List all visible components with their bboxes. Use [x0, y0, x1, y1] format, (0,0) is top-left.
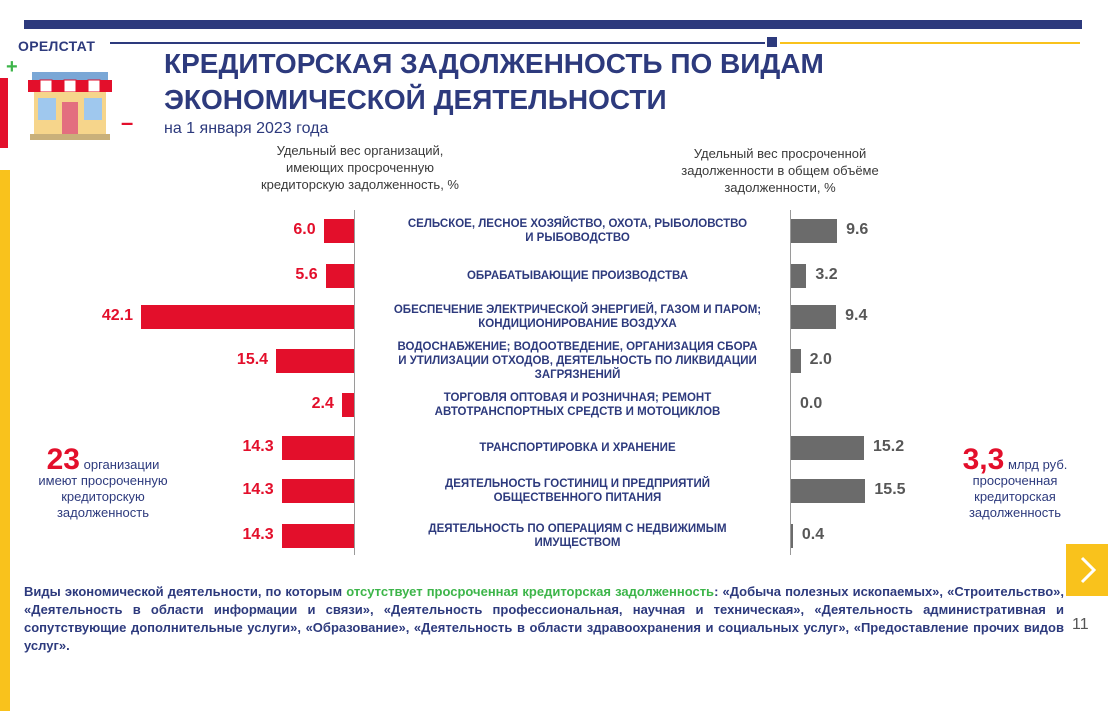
category-label: ОБРАБАТЫВАЮЩИЕ ПРОИЗВОДСТВА: [380, 269, 775, 283]
right-note-text: кредиторская: [974, 489, 1056, 504]
category-label: ОБЕСПЕЧЕНИЕ ЭЛЕКТРИЧЕСКОЙ ЭНЕРГИЕЙ, ГАЗО…: [380, 303, 775, 331]
left-value-label: 2.4: [311, 395, 334, 412]
category-label: ДЕЯТЕЛЬНОСТЬ ГОСТИНИЦ И ПРЕДПРИЯТИЙ ОБЩЕС…: [380, 477, 775, 505]
minus-icon: –: [121, 110, 134, 135]
overdue-amount: 3,3: [962, 443, 1005, 476]
category-label-line: ИМУЩЕСТВОМ: [534, 537, 621, 549]
left-bar: [281, 524, 354, 548]
right-bar: [791, 436, 864, 460]
category-label-line: ДЕЯТЕЛЬНОСТЬ ГОСТИНИЦ И ПРЕДПРИЯТИЙ: [445, 478, 710, 490]
brand-logo-text: ОРЕЛСТАТ: [18, 38, 96, 54]
right-value-label: 15.5: [874, 481, 906, 498]
left-bar: [341, 393, 354, 417]
category-label-line: ОБЕСПЕЧЕНИЕ ЭЛЕКТРИЧЕСКОЙ ЭНЕРГИЕЙ, ГАЗО…: [393, 304, 762, 316]
category-label-line: СЕЛЬСКОЕ, ЛЕСНОЕ ХОЗЯЙСТВО, ОХОТА, РЫБОЛ…: [407, 218, 748, 230]
left-bar: [276, 349, 354, 373]
category-label-line: ДЕЯТЕЛЬНОСТЬ ПО ОПЕРАЦИЯМ С НЕДВИЖИМЫМ: [428, 523, 727, 535]
right-value-label: 9.4: [845, 307, 868, 324]
left-header-line: Удельный вес организаций,: [276, 143, 444, 158]
category-label-line: АВТОТРАНСПОРТНЫХ СРЕДСТВ И МОТОЦИКЛОВ: [434, 406, 721, 418]
page-subtitle: на 1 января 2023 года: [164, 120, 329, 137]
right-value-label: 2.0: [809, 351, 832, 368]
right-note-unit: млрд руб.: [1007, 457, 1068, 472]
footer-text: : «Добыча полезных ископаемых», «Строите…: [24, 584, 1065, 653]
footer-text: Виды экономической деятельности, по кото…: [24, 584, 347, 599]
left-value-label: 42.1: [101, 307, 133, 324]
category-label-line: КОНДИЦИОНИРОВАНИЕ ВОЗДУХА: [478, 318, 677, 330]
page-number: 11: [1072, 616, 1089, 633]
page-title: КРЕДИТОРСКАЯ ЗАДОЛЖЕННОСТЬ ПО ВИДАМ ЭКОН…: [164, 46, 824, 118]
right-bar: [791, 524, 793, 548]
left-column-header: Удельный вес организаций, имеющих просро…: [240, 142, 480, 193]
left-value-label: 6.0: [293, 221, 316, 238]
left-header-line: кредиторскую задолженность, %: [260, 177, 459, 192]
category-label-line: И УТИЛИЗАЦИИ ОТХОДОВ, ДЕЯТЕЛЬНОСТЬ ПО ЛИ…: [398, 355, 757, 367]
left-note-text: кредиторскую: [61, 489, 145, 504]
left-note-text: организации: [83, 457, 160, 472]
left-value-label: 14.3: [242, 438, 274, 455]
header-rule-yellow: [780, 42, 1080, 44]
right-note-text: задолженность: [968, 505, 1062, 520]
right-note-text: просроченная: [972, 473, 1058, 488]
category-label-line: И РЫБОВОДСТВО: [525, 232, 630, 244]
left-bar: [281, 436, 354, 460]
right-bar: [791, 219, 838, 243]
right-header-line: задолженности, %: [724, 180, 836, 195]
right-bar: [791, 305, 837, 329]
category-label-line: ТРАНСПОРТИРОВКА И ХРАНЕНИЕ: [479, 442, 676, 454]
left-accent-red: [0, 78, 8, 148]
left-value-label: 15.4: [236, 351, 269, 368]
header-rule-marker: [767, 37, 777, 47]
right-value-label: 0.4: [801, 526, 825, 543]
category-label: ВОДОСНАБЖЕНИЕ; ВОДООТВЕДЕНИЕ, ОРГАНИЗАЦИ…: [380, 340, 775, 382]
left-value-label: 5.6: [295, 266, 318, 283]
category-label-line: ОБРАБАТЫВАЮЩИЕ ПРОИЗВОДСТВА: [466, 270, 689, 282]
left-bar: [140, 305, 354, 329]
left-bar: [325, 264, 354, 288]
category-label-line: ОБЩЕСТВЕННОГО ПИТАНИЯ: [493, 492, 662, 504]
right-bar: [791, 349, 801, 373]
right-summary-note: 3,3 млрд руб. просроченная кредиторская …: [940, 445, 1090, 521]
left-note-text: задолженность: [56, 505, 150, 520]
header-rule: [110, 42, 765, 44]
right-value-label: 3.2: [815, 266, 838, 283]
left-bar: [281, 479, 354, 503]
left-bar: [323, 219, 354, 243]
right-value-label: 15.2: [872, 438, 905, 455]
title-line-2: ЭКОНОМИЧЕСКОЙ ДЕЯТЕЛЬНОСТИ: [164, 84, 667, 115]
right-header-line: задолженности в общем объёме: [681, 163, 879, 178]
category-label: СЕЛЬСКОЕ, ЛЕСНОЕ ХОЗЯЙСТВО, ОХОТА, РЫБОЛ…: [380, 217, 775, 245]
top-bar: [24, 20, 1082, 29]
chevron-right-icon: [1080, 556, 1097, 584]
category-label-line: ТОРГОВЛЯ ОПТОВАЯ И РОЗНИЧНАЯ; РЕМОНТ: [443, 392, 712, 404]
left-note-text: имеют просроченную: [38, 473, 168, 488]
right-bar: [791, 479, 866, 503]
right-axis-line: [790, 210, 791, 555]
category-label: ТОРГОВЛЯ ОПТОВАЯ И РОЗНИЧНАЯ; РЕМОНТ АВТО…: [380, 391, 775, 419]
left-axis-line: [354, 210, 355, 555]
organizations-count: 23: [46, 443, 80, 476]
right-header-line: Удельный вес просроченной: [693, 146, 867, 161]
store-icon: [28, 72, 112, 140]
category-label: ТРАНСПОРТИРОВКА И ХРАНЕНИЕ: [380, 441, 775, 455]
right-column-header: Удельный вес просроченной задолженности …: [655, 145, 905, 196]
footer-highlight: отсутствует просроченная кредиторская за…: [346, 584, 715, 599]
category-label: ДЕЯТЕЛЬНОСТЬ ПО ОПЕРАЦИЯМ С НЕДВИЖИМЫМ ИМ…: [380, 522, 775, 550]
title-line-1: КРЕДИТОРСКАЯ ЗАДОЛЖЕННОСТЬ ПО ВИДАМ: [164, 48, 824, 79]
left-summary-note: 23 организации имеют просроченную кредит…: [18, 445, 188, 521]
right-value-label: 9.6: [846, 221, 869, 238]
left-value-label: 14.3: [242, 526, 274, 543]
right-bar: [791, 264, 807, 288]
left-value-label: 14.3: [242, 481, 274, 498]
next-slide-button[interactable]: [1066, 544, 1108, 596]
left-header-line: имеющих просроченную: [285, 160, 435, 175]
category-label-line: ЗАГРЯЗНЕНИЙ: [534, 369, 621, 381]
footer-note: Виды экономической деятельности, по кото…: [24, 583, 1064, 655]
category-label-line: ВОДОСНАБЖЕНИЕ; ВОДООТВЕДЕНИЕ, ОРГАНИЗАЦИ…: [397, 341, 758, 353]
plus-icon: +: [6, 56, 18, 78]
right-value-label: 0.0: [800, 395, 823, 412]
left-accent-yellow: [0, 170, 10, 711]
